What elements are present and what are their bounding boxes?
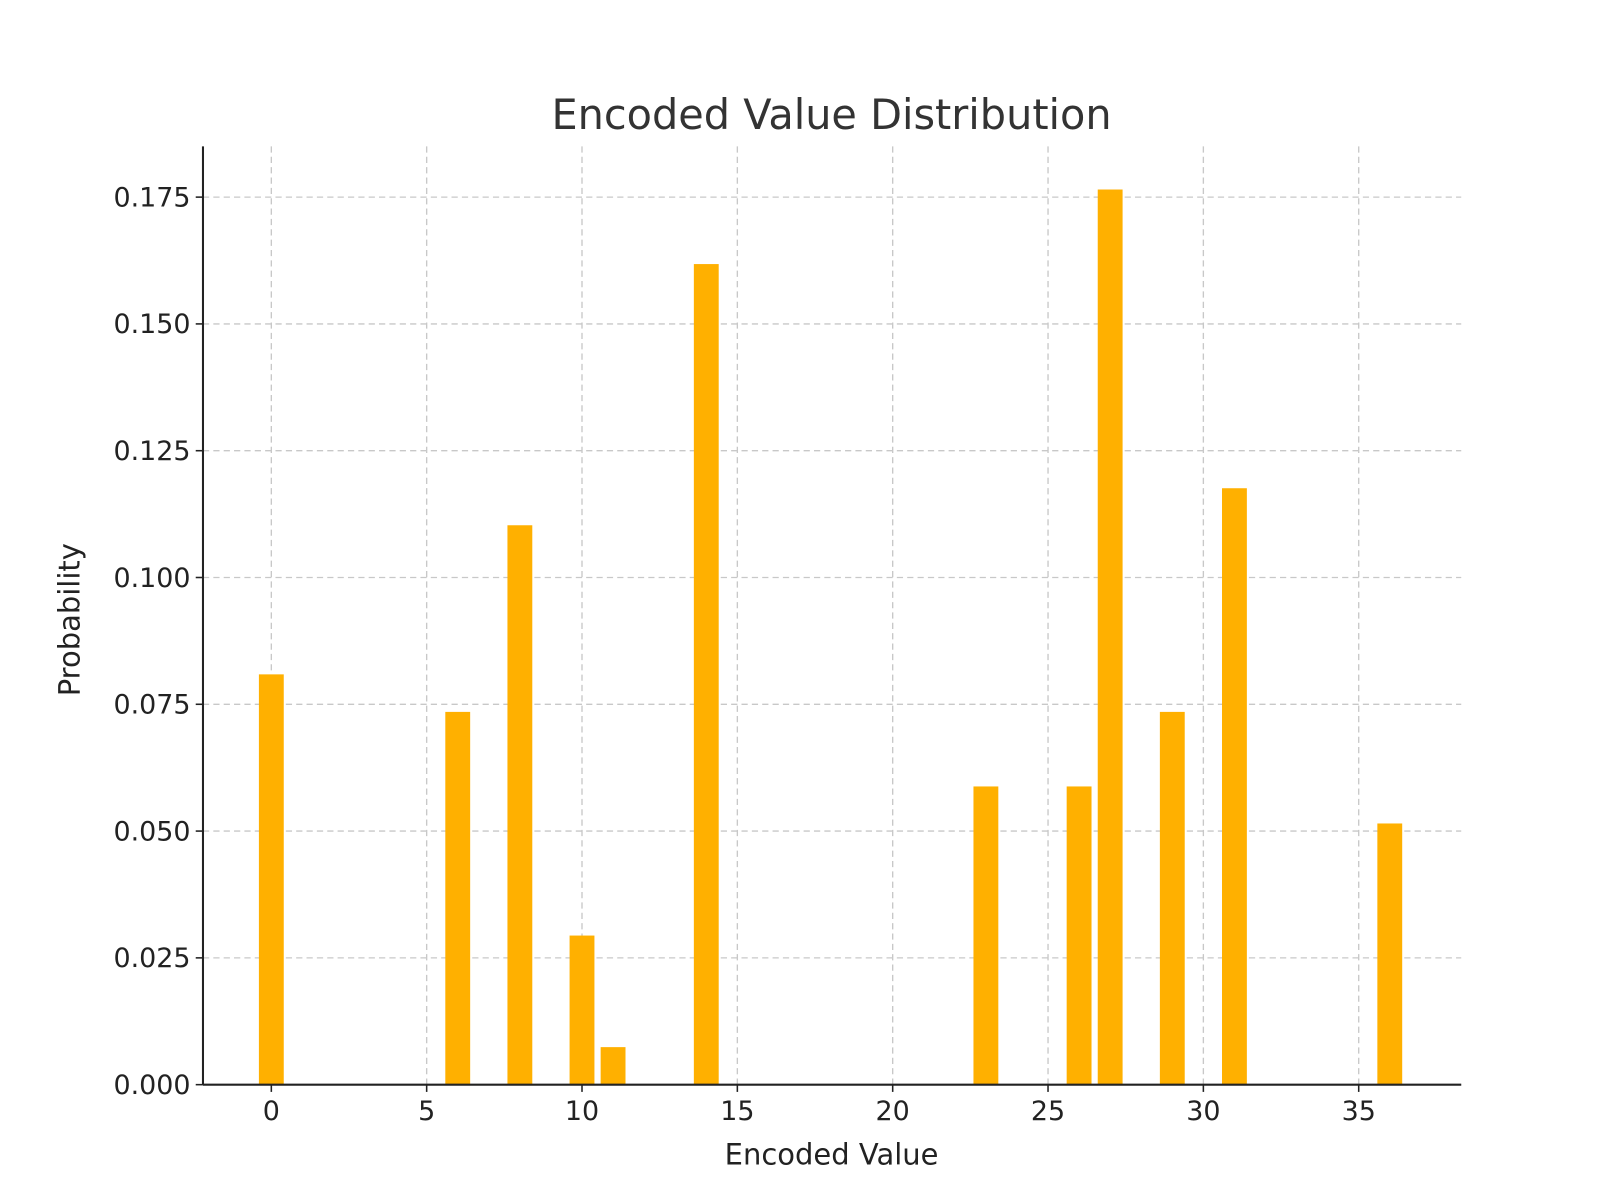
axes: 0 5 10 15 20 25 30 35 0.000 0.025 0.050 0.075 0.100 0… bbox=[114, 146, 1462, 1127]
bar-36 bbox=[1377, 823, 1403, 1085]
grid-lines bbox=[202, 146, 1462, 1086]
bar-0 bbox=[258, 674, 284, 1085]
bar-10 bbox=[569, 935, 595, 1085]
x-tick-label: 15 bbox=[720, 1096, 754, 1127]
y-tick-label: 0.175 bbox=[114, 182, 191, 213]
y-tick-label: 0.050 bbox=[114, 816, 191, 847]
bar-31 bbox=[1222, 488, 1247, 1085]
bar-29 bbox=[1159, 711, 1185, 1085]
y-tick-label: 0.125 bbox=[114, 436, 191, 467]
x-tick-label: 10 bbox=[565, 1096, 599, 1127]
bar-26 bbox=[1066, 786, 1092, 1085]
x-tick-label: 0 bbox=[263, 1096, 280, 1127]
y-tick-label: 0.075 bbox=[114, 690, 191, 721]
y-tick-label: 0.100 bbox=[114, 563, 191, 594]
x-tick-label: 20 bbox=[876, 1096, 910, 1127]
x-tick-label: 25 bbox=[1031, 1096, 1065, 1127]
bar-27 bbox=[1097, 189, 1123, 1085]
y-tick-label: 0.025 bbox=[114, 943, 191, 974]
bars bbox=[258, 189, 1403, 1085]
chart-title: Encoded Value Distribution bbox=[552, 91, 1112, 139]
y-axis-label: Probability bbox=[53, 543, 87, 696]
bar-8 bbox=[507, 525, 533, 1085]
x-tick-label: 5 bbox=[418, 1096, 435, 1127]
x-tick-label: 30 bbox=[1186, 1096, 1220, 1127]
bar-14 bbox=[693, 264, 719, 1085]
x-axis-label: Encoded Value bbox=[725, 1137, 939, 1171]
bar-6 bbox=[445, 711, 471, 1085]
y-tick-label: 0.150 bbox=[114, 309, 191, 340]
bar-11 bbox=[600, 1047, 626, 1085]
x-tick-label: 35 bbox=[1342, 1096, 1376, 1127]
y-tick-label: 0.000 bbox=[114, 1070, 191, 1101]
bar-23 bbox=[973, 786, 999, 1085]
